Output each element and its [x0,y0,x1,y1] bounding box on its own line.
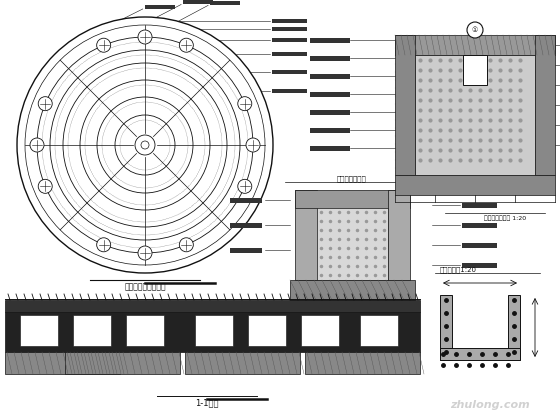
Bar [272,19,307,23]
Bar [463,55,487,85]
Bar [395,35,415,175]
Bar [126,315,164,346]
Bar [462,202,497,207]
Bar [310,74,350,79]
Bar [5,352,120,374]
Bar [305,352,420,374]
Bar [310,127,350,133]
Circle shape [135,135,155,155]
Circle shape [179,38,193,52]
Circle shape [30,138,44,152]
Bar [317,208,388,280]
Bar [360,315,398,346]
Bar [185,352,300,374]
Bar [272,89,307,93]
Bar [415,55,535,175]
Bar [310,56,350,61]
Circle shape [97,238,111,252]
Text: 钢筋分布图1:20: 钢筋分布图1:20 [440,266,477,273]
Bar [5,312,420,352]
Bar [183,0,213,5]
Circle shape [38,179,52,194]
Text: 1-1剖面: 1-1剖面 [195,398,219,407]
Bar [462,222,497,227]
Bar [310,92,350,97]
Circle shape [141,141,149,149]
Text: 旱喷平地干施喷管图: 旱喷平地干施喷管图 [124,282,166,291]
Text: ①: ① [472,27,478,33]
Bar [145,5,175,9]
Text: 集水池出口剖图: 集水池出口剖图 [337,176,367,182]
Bar [272,53,307,56]
Bar [230,197,262,202]
Bar [395,35,555,55]
Bar [462,263,497,268]
Circle shape [467,22,483,38]
Bar [272,69,307,74]
Bar [230,247,262,252]
Bar [395,175,555,195]
Bar [272,38,307,42]
Bar [388,190,410,280]
Text: zhulong.com: zhulong.com [450,400,530,410]
Bar [508,295,520,360]
Circle shape [238,179,252,194]
Circle shape [138,30,152,44]
Bar [248,315,286,346]
Bar [290,280,415,300]
Bar [440,348,520,360]
Circle shape [246,138,260,152]
Text: 集电泵水管剖面 1:20: 集电泵水管剖面 1:20 [484,215,526,221]
Bar [295,190,410,208]
Bar [5,300,420,312]
Bar [65,352,180,374]
Bar [272,27,307,31]
Circle shape [238,97,252,111]
Bar [73,315,111,346]
Circle shape [179,238,193,252]
Bar [310,38,350,43]
Bar [195,315,233,346]
Bar [535,35,555,175]
Bar [230,222,262,227]
Bar [295,190,317,280]
Bar [310,110,350,115]
Bar [310,145,350,150]
Circle shape [38,97,52,111]
Bar [462,242,497,247]
Circle shape [97,38,111,52]
Bar [301,315,339,346]
Bar [210,1,240,5]
Bar [20,315,58,346]
Bar [440,295,452,360]
Circle shape [138,246,152,260]
